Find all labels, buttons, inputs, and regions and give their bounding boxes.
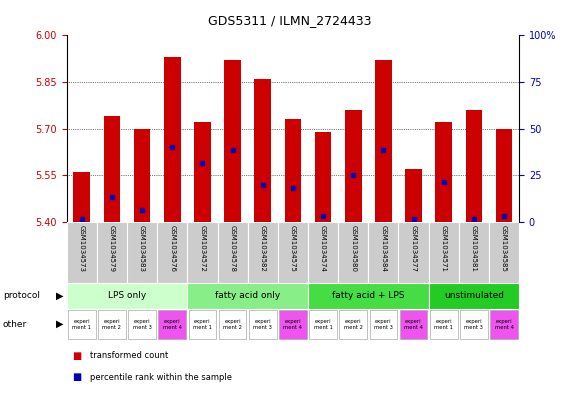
Bar [308,222,338,283]
Bar [98,310,126,339]
Text: experi
ment 1: experi ment 1 [193,319,212,330]
Text: ■: ■ [72,351,82,361]
Bar [157,222,187,283]
Bar [127,222,157,283]
Bar [368,222,398,283]
Bar [405,169,422,222]
Text: ▶: ▶ [56,291,64,301]
Text: fatty acid only: fatty acid only [215,291,280,300]
Bar [248,222,278,283]
Bar [158,310,186,339]
Bar [187,283,308,309]
Text: ■: ■ [72,372,82,382]
Bar [164,57,180,222]
Bar [128,310,156,339]
Bar [309,310,337,339]
Text: GSM1034583: GSM1034583 [139,225,145,272]
Text: GSM1034582: GSM1034582 [260,225,266,272]
Bar [278,222,308,283]
Text: transformed count: transformed count [90,351,168,360]
Bar [489,222,519,283]
Bar [466,110,482,222]
Text: GSM1034573: GSM1034573 [79,225,85,272]
Text: experi
ment 2: experi ment 2 [103,319,121,330]
Text: experi
ment 1: experi ment 1 [434,319,453,330]
Bar [67,283,187,309]
Text: unstimulated: unstimulated [444,291,504,300]
Bar [279,310,307,339]
Bar [218,222,248,283]
Bar [285,119,301,222]
Bar [490,310,518,339]
Text: experi
ment 2: experi ment 2 [223,319,242,330]
Bar [459,222,489,283]
Text: GSM1034576: GSM1034576 [169,225,175,272]
Bar [338,222,368,283]
Bar [430,310,458,339]
Bar [188,310,216,339]
Text: GSM1034580: GSM1034580 [350,225,356,272]
Text: experi
ment 4: experi ment 4 [284,319,302,330]
Text: GSM1034571: GSM1034571 [441,225,447,272]
Bar [104,116,120,222]
Text: experi
ment 1: experi ment 1 [72,319,91,330]
Text: experi
ment 4: experi ment 4 [163,319,182,330]
Text: experi
ment 3: experi ment 3 [133,319,151,330]
Text: GSM1034578: GSM1034578 [230,225,235,272]
Bar [369,310,397,339]
Text: GDS5311 / ILMN_2724433: GDS5311 / ILMN_2724433 [208,14,372,27]
Bar [429,222,459,283]
Text: GSM1034577: GSM1034577 [411,225,416,272]
Text: experi
ment 4: experi ment 4 [495,319,513,330]
Bar [67,222,97,283]
Text: percentile rank within the sample: percentile rank within the sample [90,373,232,382]
Text: GSM1034572: GSM1034572 [200,225,205,272]
Bar [194,123,211,222]
Text: GSM1034579: GSM1034579 [109,225,115,272]
Bar [375,60,392,222]
Bar [224,60,241,222]
Bar [249,310,277,339]
Text: protocol: protocol [3,291,40,300]
Bar [97,222,127,283]
Text: other: other [3,320,27,329]
Bar [398,222,429,283]
Bar [74,172,90,222]
Text: GSM1034574: GSM1034574 [320,225,326,272]
Text: ▶: ▶ [56,319,64,329]
Bar [308,283,429,309]
Bar [460,310,488,339]
Bar [496,129,512,222]
Text: GSM1034584: GSM1034584 [380,225,386,272]
Bar [345,110,361,222]
Bar [429,283,519,309]
Text: fatty acid + LPS: fatty acid + LPS [332,291,405,300]
Text: GSM1034581: GSM1034581 [471,225,477,272]
Bar [400,310,427,339]
Text: experi
ment 3: experi ment 3 [253,319,272,330]
Bar [255,79,271,222]
Bar [134,129,150,222]
Text: LPS only: LPS only [108,291,146,300]
Text: GSM1034575: GSM1034575 [290,225,296,272]
Bar [187,222,218,283]
Text: GSM1034585: GSM1034585 [501,225,507,272]
Bar [68,310,96,339]
Bar [219,310,246,339]
Text: experi
ment 2: experi ment 2 [344,319,362,330]
Bar [436,123,452,222]
Bar [339,310,367,339]
Text: experi
ment 4: experi ment 4 [404,319,423,330]
Bar [315,132,331,222]
Text: experi
ment 1: experi ment 1 [314,319,332,330]
Text: experi
ment 3: experi ment 3 [465,319,483,330]
Text: experi
ment 3: experi ment 3 [374,319,393,330]
